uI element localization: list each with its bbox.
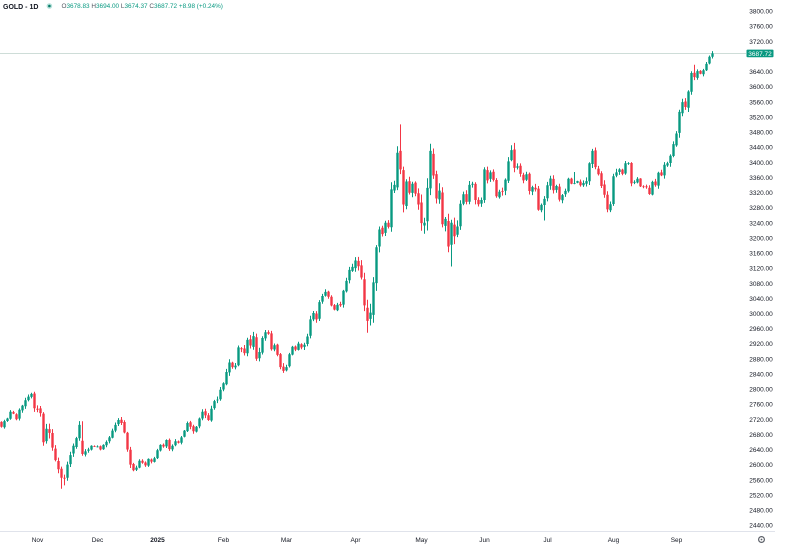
svg-text:May: May — [415, 537, 428, 544]
svg-text:Jul: Jul — [543, 537, 552, 544]
svg-text:GOLD - 1D: GOLD - 1D — [3, 4, 38, 11]
svg-text:2920.00: 2920.00 — [749, 341, 773, 348]
svg-text:Apr: Apr — [350, 537, 361, 544]
svg-text:2520.00: 2520.00 — [749, 492, 773, 499]
svg-text:3480.00: 3480.00 — [749, 130, 773, 137]
svg-text:2480.00: 2480.00 — [749, 508, 773, 515]
svg-text:3200.00: 3200.00 — [749, 235, 773, 242]
svg-text:Jun: Jun — [479, 537, 490, 544]
svg-text:Feb: Feb — [218, 537, 230, 544]
svg-text:Mar: Mar — [281, 537, 293, 544]
svg-text:3240.00: 3240.00 — [749, 220, 773, 227]
svg-text:2440.00: 2440.00 — [749, 523, 773, 530]
svg-text:3120.00: 3120.00 — [749, 266, 773, 273]
svg-text:3687.72: 3687.72 — [748, 51, 772, 58]
svg-text:Aug: Aug — [608, 537, 620, 544]
svg-text:3400.00: 3400.00 — [749, 160, 773, 167]
svg-text:2960.00: 2960.00 — [749, 326, 773, 333]
svg-text:3440.00: 3440.00 — [749, 145, 773, 152]
svg-text:3560.00: 3560.00 — [749, 99, 773, 106]
svg-text:3040.00: 3040.00 — [749, 296, 773, 303]
svg-text:2680.00: 2680.00 — [749, 432, 773, 439]
svg-text:3080.00: 3080.00 — [749, 281, 773, 288]
svg-text:2560.00: 2560.00 — [749, 477, 773, 484]
svg-text:O3678.83 H3694.00 L3674.37 C36: O3678.83 H3694.00 L3674.37 C3687.72 +8.9… — [62, 3, 223, 10]
svg-text:2025: 2025 — [150, 537, 165, 544]
svg-text:Nov: Nov — [32, 537, 44, 544]
svg-text:2840.00: 2840.00 — [749, 372, 773, 379]
svg-text:3280.00: 3280.00 — [749, 205, 773, 212]
svg-text:3720.00: 3720.00 — [749, 39, 773, 46]
svg-text:3640.00: 3640.00 — [749, 69, 773, 76]
svg-text:3760.00: 3760.00 — [749, 24, 773, 31]
svg-text:2880.00: 2880.00 — [749, 356, 773, 363]
svg-text:3600.00: 3600.00 — [749, 84, 773, 91]
svg-text:3360.00: 3360.00 — [749, 175, 773, 182]
svg-text:3000.00: 3000.00 — [749, 311, 773, 318]
svg-text:2720.00: 2720.00 — [749, 417, 773, 424]
svg-text:2640.00: 2640.00 — [749, 447, 773, 454]
svg-text:Dec: Dec — [92, 537, 104, 544]
svg-text:3320.00: 3320.00 — [749, 190, 773, 197]
svg-text:3520.00: 3520.00 — [749, 114, 773, 121]
svg-text:2760.00: 2760.00 — [749, 402, 773, 409]
svg-text:3160.00: 3160.00 — [749, 251, 773, 258]
svg-text:3800.00: 3800.00 — [749, 9, 773, 16]
svg-text:2800.00: 2800.00 — [749, 387, 773, 394]
svg-text:Sep: Sep — [671, 537, 683, 544]
svg-text:2600.00: 2600.00 — [749, 462, 773, 469]
